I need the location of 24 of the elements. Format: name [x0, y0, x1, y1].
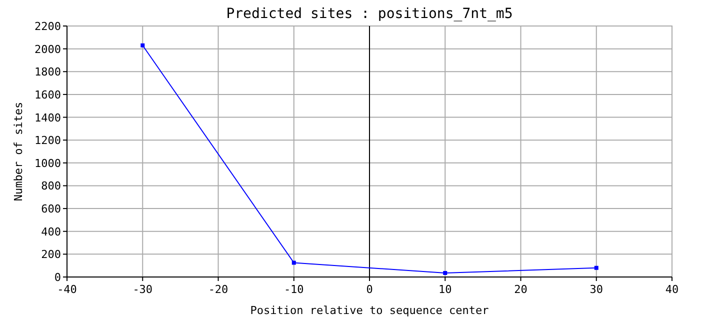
y-tick-label: 400 [41, 225, 61, 238]
x-axis-title: Position relative to sequence center [250, 304, 490, 317]
x-tick-label: -10 [284, 283, 304, 296]
x-tick-label: -40 [57, 283, 77, 296]
x-tick-label: 10 [438, 283, 452, 296]
y-tick-label: 1000 [34, 156, 61, 170]
y-tick-label: 1400 [34, 111, 61, 124]
y-tick-label: 800 [41, 180, 61, 193]
x-tick-label: -30 [132, 283, 153, 296]
y-tick-label: 2200 [34, 20, 61, 33]
x-tick-label: -20 [208, 283, 228, 296]
x-tick-label: 0 [366, 283, 373, 296]
y-tick-label: 1800 [34, 66, 61, 79]
y-tick-label: 600 [41, 202, 61, 216]
x-tick-label: 20 [514, 283, 528, 296]
y-axis-title: Number of sites [12, 102, 25, 202]
x-tick-label: 30 [590, 283, 603, 296]
y-tick-label: 0 [54, 271, 61, 284]
y-tick-label: 200 [41, 248, 61, 262]
y-tick-label: 2000 [34, 42, 61, 56]
y-tick-label: 1200 [34, 134, 61, 148]
chart-title: Predicted sites : positions_7nt_m5 [226, 6, 513, 22]
y-tick-label: 1600 [34, 88, 61, 102]
x-tick-label: 40 [665, 283, 679, 296]
